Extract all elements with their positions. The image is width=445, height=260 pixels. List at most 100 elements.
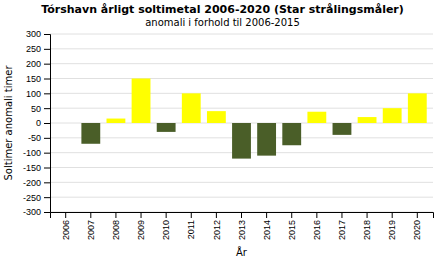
x-tick: 2016 [312,212,322,240]
x-tick-mark [392,212,393,218]
grid-line [50,34,433,35]
grid-line [50,63,433,64]
y-tick: -100 [23,148,50,158]
grid [50,34,433,212]
bar [408,93,427,123]
grid-line [50,182,433,183]
grid-line [50,48,433,49]
y-tick-label: 150 [26,74,41,84]
x-tick-mark [115,212,116,218]
x-tick-label: 2018 [362,220,372,240]
x-tick-mark [266,212,267,218]
grid-line [50,197,433,198]
x-tick-label: 2011 [186,220,196,239]
x-axis: 2006 2007 2008 2009 2010 2011 2012 2013 2014 2015… [51,212,434,240]
bar [207,111,226,123]
grid-line [50,167,433,168]
bar [257,123,276,156]
x-tick-label: 2015 [287,220,297,240]
y-tick-mark [44,108,50,109]
x-tick: 2014 [262,212,272,240]
y-tick-label: 50 [31,104,41,114]
x-tick-label: 2010 [161,220,171,240]
x-tick-label: 2007 [86,220,96,240]
x-tick: 2007 [86,212,96,240]
x-tick-label: 2014 [262,220,272,240]
x-tick: 2013 [237,212,247,240]
bar [81,123,100,144]
bar [282,123,301,145]
bar [56,123,75,124]
y-tick-label: -250 [23,193,41,203]
x-tick-label: 2006 [61,220,71,240]
y-tick: 250 [26,44,50,54]
chart: Tórshavn årligt soltimetal 2006-2020 (St… [0,0,445,260]
x-tick-mark [65,212,66,218]
y-tick-label: 0 [36,118,41,128]
x-tick-mark [367,212,368,218]
bar [232,123,251,159]
title: Tórshavn årligt soltimetal 2006-2020 (St… [41,3,404,16]
y-tick-label: -150 [23,163,41,173]
x-tick: 2009 [136,212,146,240]
y-tick-mark [44,49,50,50]
plot: -300-250-200-150-100-5005010015020025030… [23,29,434,240]
bars [81,79,426,159]
y-axis-line [44,35,51,213]
y-tick: 50 [31,104,50,114]
x-tick-mark [191,212,192,218]
x-tick-label: 2012 [212,220,222,240]
x-axis-line [51,213,434,219]
x-tick: 2012 [212,212,222,240]
y-tick-label: -50 [28,133,41,143]
y-tick: -200 [23,178,50,188]
x-tick-label: 2020 [412,220,422,240]
y-tick: 200 [26,59,50,69]
x-tick-mark [417,212,418,218]
x-tick: 2011 [186,212,196,239]
x-tick: 2015 [287,212,297,240]
grid-line [50,93,433,94]
bar [307,112,326,123]
x-tick-mark [216,212,217,218]
y-tick-label: 200 [26,59,41,69]
y-tick-mark [44,212,50,213]
y-tick-mark [44,79,50,80]
y-tick-mark [44,93,50,94]
y-tick: -250 [23,193,50,203]
x-axis-title: År [236,246,248,258]
y-tick-label: -200 [23,178,41,188]
x-tick-mark [90,212,91,218]
x-tick: 2020 [412,212,422,240]
x-tick-label: 2008 [111,220,121,240]
grid-line [50,78,433,79]
y-tick-mark [44,64,50,65]
x-tick: 2017 [337,212,347,240]
y-axis: -300-250-200-150-100-5005010015020025030… [23,29,51,217]
x-tick: 2008 [111,212,121,240]
y-tick-label: -100 [23,148,41,158]
y-tick-mark [44,182,50,183]
bar [182,93,201,123]
x-tick-label: 2016 [312,220,322,240]
x-tick-label: 2019 [387,220,397,240]
subtitle: anomali i forhold til 2006-2015 [145,17,300,28]
y-tick: -50 [28,133,50,143]
bar [333,123,352,135]
x-tick: 2006 [61,212,71,240]
y-tick-label: 300 [26,29,41,39]
y-tick-mark [44,123,50,124]
y-tick-label: 250 [26,44,41,54]
x-tick-mark [166,212,167,218]
x-tick-label: 2017 [337,220,347,240]
y-tick: 0 [36,118,50,128]
y-tick: 150 [26,74,50,84]
x-tick-mark [241,212,242,218]
y-tick: 100 [26,89,50,99]
x-tick-mark [141,212,142,218]
x-tick-label: 2013 [237,220,247,240]
x-tick-mark [291,212,292,218]
y-tick-mark [44,34,50,35]
bar [132,79,151,124]
x-tick: 2010 [161,212,171,240]
